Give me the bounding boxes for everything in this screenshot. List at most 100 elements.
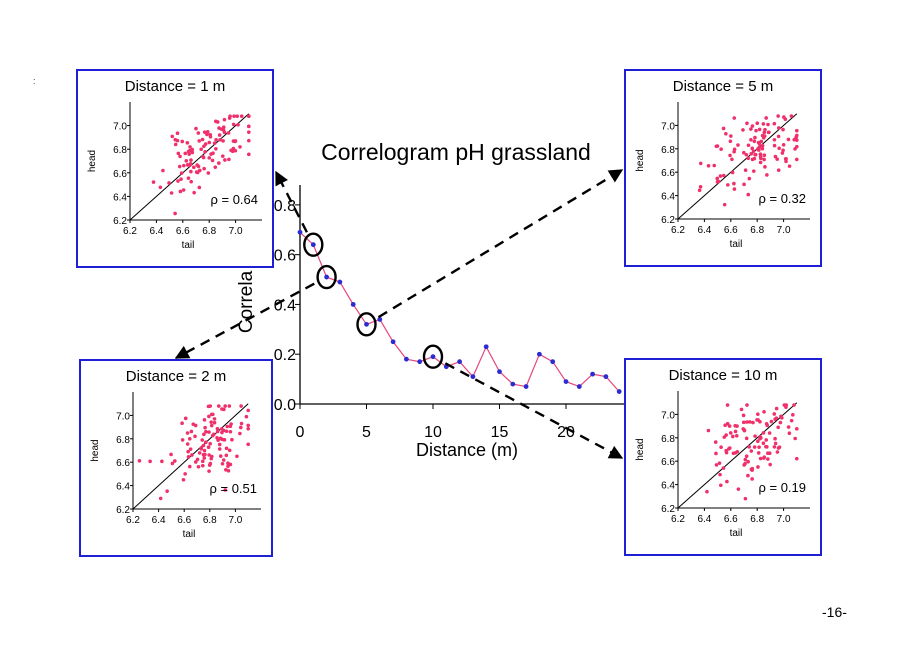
scatter-point bbox=[748, 420, 752, 424]
scatter-point bbox=[176, 179, 180, 183]
scatter-point bbox=[173, 211, 177, 216]
inset-y-tick-label: 6.8 bbox=[116, 435, 130, 446]
inset-x-tick-label: 6.2 bbox=[671, 514, 685, 525]
inset-x-tick-label: 7.0 bbox=[229, 226, 243, 237]
inset-x-tick-label: 6.8 bbox=[750, 514, 764, 525]
scatter-point bbox=[212, 141, 217, 145]
inset-distance-5m: Distance = 5 m 6.2 6.4 6.6 6.8 7.0 6.2 6.4 6.6 6.… bbox=[624, 69, 822, 267]
scatter-point bbox=[780, 151, 785, 155]
scatter-point bbox=[766, 451, 770, 456]
scatter-point bbox=[212, 420, 217, 425]
scatter-point bbox=[213, 165, 218, 169]
inset-title: Distance = 1 m bbox=[125, 78, 225, 95]
inset-y-tick-label: 6.2 bbox=[661, 215, 675, 226]
scatter-point bbox=[200, 438, 205, 442]
scatter-point bbox=[756, 439, 760, 444]
scatter-point bbox=[731, 434, 735, 439]
scatter-point bbox=[223, 158, 227, 162]
scatter-point bbox=[218, 436, 223, 441]
scatter-point bbox=[197, 451, 202, 455]
scatter-point bbox=[225, 424, 230, 429]
data-point bbox=[537, 351, 542, 357]
scatter-point bbox=[187, 436, 192, 441]
scatter-point bbox=[167, 181, 171, 185]
inset-y-tick-label: 6.4 bbox=[113, 192, 127, 203]
scatter-point bbox=[718, 174, 723, 178]
scatter-point bbox=[743, 457, 748, 462]
scatter-point bbox=[794, 157, 799, 162]
scatter-point bbox=[730, 157, 734, 162]
inset-x-tick-label: 6.6 bbox=[176, 226, 190, 237]
scatter-point bbox=[235, 114, 239, 118]
scatter-point bbox=[739, 407, 744, 412]
scatter-point bbox=[209, 412, 214, 417]
scatter-point bbox=[199, 446, 203, 451]
scatter-point bbox=[203, 150, 207, 154]
scatter-point bbox=[215, 426, 220, 431]
scatter-point bbox=[758, 456, 763, 461]
scatter-point bbox=[772, 412, 777, 416]
scatter-point bbox=[750, 477, 754, 481]
scatter-point bbox=[236, 123, 240, 127]
scatter-point bbox=[151, 180, 156, 184]
scatter-point bbox=[193, 423, 198, 428]
scatter-point bbox=[760, 146, 765, 151]
scatter-point bbox=[239, 404, 243, 408]
inset-x-tick-label: 6.2 bbox=[126, 515, 140, 526]
inset-title: Distance = 10 m bbox=[669, 367, 778, 384]
scatter-point bbox=[202, 432, 206, 437]
identity-line bbox=[677, 402, 798, 509]
scatter-point bbox=[238, 431, 242, 436]
data-point bbox=[310, 242, 316, 248]
scatter-point bbox=[204, 440, 208, 445]
inset-title: Distance = 2 m bbox=[126, 368, 226, 385]
scatter-point bbox=[193, 434, 197, 439]
scatter-point bbox=[195, 170, 200, 175]
scatter-point bbox=[204, 429, 208, 434]
scatter-point bbox=[752, 445, 757, 449]
scatter-point bbox=[194, 126, 198, 131]
scatter-point bbox=[233, 148, 238, 153]
scatter-point bbox=[757, 145, 762, 149]
scatter-point bbox=[746, 156, 751, 161]
inset-x-tick-label: 6.4 bbox=[697, 225, 711, 236]
scatter-point bbox=[705, 489, 709, 494]
scatter-point bbox=[185, 141, 190, 145]
inset-x-label: tail bbox=[182, 240, 195, 251]
scatter-point bbox=[188, 145, 192, 149]
scatter-point bbox=[750, 146, 755, 151]
scatter-point bbox=[232, 114, 236, 118]
scatter-point bbox=[763, 127, 767, 132]
highlight-ellipse bbox=[356, 312, 377, 337]
scatter-point bbox=[745, 420, 749, 424]
scatter-point bbox=[169, 191, 174, 195]
scatter-point bbox=[224, 446, 229, 451]
scatter-point bbox=[190, 150, 195, 155]
scatter-point bbox=[208, 133, 213, 137]
scatter-point bbox=[217, 442, 222, 447]
scatter-point bbox=[202, 166, 206, 171]
scatter-point bbox=[741, 413, 746, 418]
scatter-point bbox=[161, 168, 165, 173]
inset-y-tick-label: 7.0 bbox=[113, 122, 127, 133]
scatter-point bbox=[784, 405, 788, 409]
scatter-point bbox=[207, 414, 211, 419]
scatter-point bbox=[220, 430, 224, 435]
inset-plot: Distance = 10 m 6.2 6.4 6.6 6.8 7.0 6.2 6.4 6.6 6… bbox=[635, 367, 810, 539]
y-tick-label: 0.0 bbox=[274, 397, 296, 414]
scatter-point bbox=[777, 445, 782, 449]
scatter-point bbox=[734, 434, 739, 438]
scatter-point bbox=[177, 164, 182, 169]
scatter-point bbox=[183, 416, 188, 421]
scatter-point bbox=[742, 428, 746, 432]
scatter-point bbox=[789, 418, 794, 423]
scatter-point bbox=[751, 169, 756, 173]
scatter-point bbox=[220, 461, 225, 466]
scatter-point bbox=[781, 148, 785, 153]
scatter-point bbox=[158, 185, 163, 190]
scatter-point bbox=[714, 451, 718, 456]
scatter-point bbox=[765, 173, 769, 177]
scatter-point bbox=[731, 451, 736, 456]
scatter-point bbox=[196, 131, 201, 135]
inset-plot: Distance = 2 m 6.2 6.4 6.6 6.8 7.0 6.2 6.4 6.6 6.… bbox=[90, 368, 261, 540]
